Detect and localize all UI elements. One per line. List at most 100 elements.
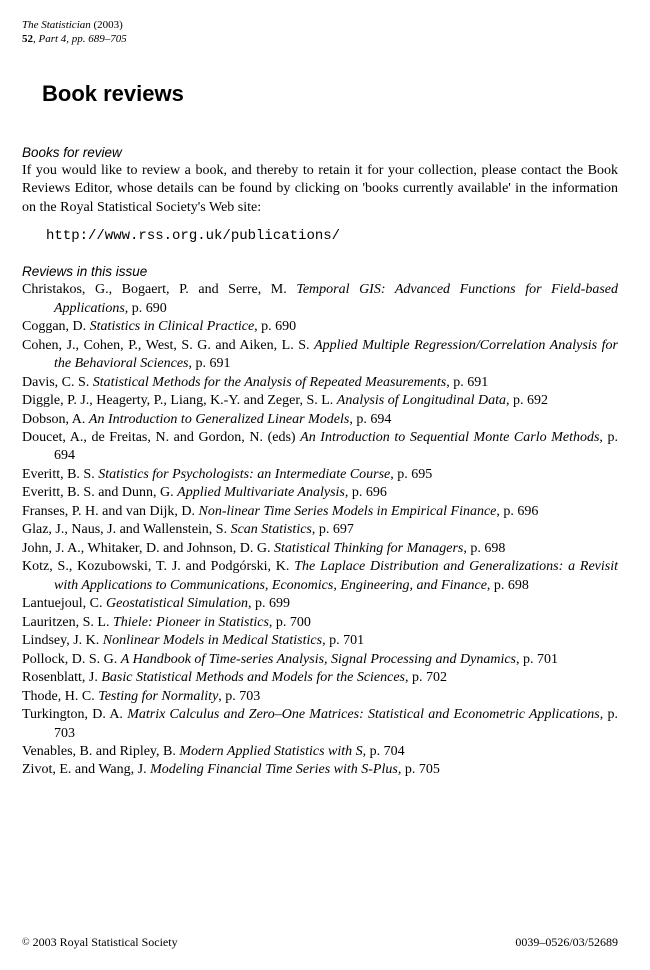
reviews-list: Christakos, G., Bogaert, P. and Serre, M… (22, 281, 618, 780)
review-page: , p. 702 (405, 670, 447, 685)
review-authors: Dobson, A. (22, 412, 89, 427)
review-page: , p. 701 (322, 633, 364, 648)
review-authors: Cohen, J., Cohen, P., West, S. G. and Ai… (22, 338, 314, 353)
review-entry: Lindsey, J. K. Nonlinear Models in Medic… (22, 632, 618, 650)
copyright-label: 2003 Royal Statistical Society (30, 935, 178, 949)
review-title: Nonlinear Models in Medical Statistics (103, 633, 322, 648)
review-authors: Lindsey, J. K. (22, 633, 103, 648)
review-title: Basic Statistical Methods and Models for… (101, 670, 405, 685)
review-entry: Everitt, B. S. Statistics for Psychologi… (22, 466, 618, 484)
review-title: Matrix Calculus and Zero–One Matrices: S… (127, 707, 600, 722)
review-page: , p. 698 (463, 541, 505, 556)
review-title: Statistics for Psychologists: an Interme… (98, 467, 390, 482)
review-page: , p. 695 (390, 467, 432, 482)
review-page: , p. 691 (189, 356, 231, 371)
review-page: , p. 692 (506, 393, 548, 408)
issn-text: 0039–0526/03/52689 (515, 935, 618, 950)
review-page: , p. 690 (125, 301, 167, 316)
journal-header: The Statistician (2003) 52, Part 4, pp. … (22, 18, 618, 47)
review-entry: Coggan, D. Statistics in Clinical Practi… (22, 318, 618, 336)
review-authors: Davis, C. S. (22, 375, 93, 390)
review-authors: Venables, B. and Ripley, B. (22, 744, 179, 759)
review-title: Thiele: Pioneer in Statistics (113, 615, 269, 630)
copyright-icon: © (22, 937, 30, 948)
review-entry: Cohen, J., Cohen, P., West, S. G. and Ai… (22, 337, 618, 374)
review-authors: Lantuejoul, C. (22, 596, 106, 611)
reviews-section: Reviews in this issue Christakos, G., Bo… (22, 264, 618, 780)
review-title: A Handbook of Time-series Analysis, Sign… (121, 652, 516, 667)
review-authors: Thode, H. C. (22, 689, 98, 704)
review-entry: Zivot, E. and Wang, J. Modeling Financia… (22, 761, 618, 779)
review-entry: Rosenblatt, J. Basic Statistical Methods… (22, 669, 618, 687)
review-authors: Franses, P. H. and van Dijk, D. (22, 504, 199, 519)
review-entry: Glaz, J., Naus, J. and Wallenstein, S. S… (22, 521, 618, 539)
review-title: Statistical Methods for the Analysis of … (93, 375, 446, 390)
review-title: Modern Applied Statistics with S (179, 744, 362, 759)
review-page: , p. 699 (248, 596, 290, 611)
review-title: Analysis of Longitudinal Data (337, 393, 506, 408)
books-for-review-heading: Books for review (22, 145, 618, 160)
review-authors: Kotz, S., Kozubowski, T. J. and Podgórsk… (22, 559, 294, 574)
review-authors: Pollock, D. S. G. (22, 652, 121, 667)
review-page: , p. 696 (345, 485, 387, 500)
review-authors: Doucet, A., de Freitas, N. and Gordon, N… (22, 430, 300, 445)
review-entry: Kotz, S., Kozubowski, T. J. and Podgórsk… (22, 558, 618, 595)
review-authors: Diggle, P. J., Heagerty, P., Liang, K.-Y… (22, 393, 337, 408)
review-title: Geostatistical Simulation (106, 596, 248, 611)
review-entry: Christakos, G., Bogaert, P. and Serre, M… (22, 281, 618, 318)
review-page: , p. 691 (446, 375, 488, 390)
page-title: Book reviews (42, 81, 618, 107)
review-authors: Glaz, J., Naus, J. and Wallenstein, S. (22, 522, 231, 537)
review-page: , p. 697 (312, 522, 354, 537)
review-entry: Diggle, P. J., Heagerty, P., Liang, K.-Y… (22, 392, 618, 410)
review-page: , p. 694 (349, 412, 391, 427)
review-page: , p. 700 (269, 615, 311, 630)
copyright-text: © 2003 Royal Statistical Society (22, 935, 178, 950)
review-entry: Lantuejoul, C. Geostatistical Simulation… (22, 595, 618, 613)
reviews-heading: Reviews in this issue (22, 264, 618, 279)
review-page: , p. 703 (218, 689, 260, 704)
review-authors: Everitt, B. S. (22, 467, 98, 482)
review-entry: Doucet, A., de Freitas, N. and Gordon, N… (22, 429, 618, 466)
review-entry: Everitt, B. S. and Dunn, G. Applied Mult… (22, 484, 618, 502)
review-page: , p. 701 (516, 652, 558, 667)
journal-issue-info: , Part 4, pp. 689–705 (33, 33, 127, 45)
review-authors: Turkington, D. A. (22, 707, 127, 722)
review-authors: Lauritzen, S. L. (22, 615, 113, 630)
review-title: Statistics in Clinical Practice (90, 319, 254, 334)
review-title: An Introduction to Generalized Linear Mo… (89, 412, 349, 427)
journal-volume: 52 (22, 33, 33, 45)
journal-issue-line: 52, Part 4, pp. 689–705 (22, 32, 618, 46)
review-entry: Venables, B. and Ripley, B. Modern Appli… (22, 743, 618, 761)
review-page: , p. 705 (398, 762, 440, 777)
review-authors: Zivot, E. and Wang, J. (22, 762, 150, 777)
books-for-review-section: Books for review If you would like to re… (22, 145, 618, 245)
books-for-review-paragraph: If you would like to review a book, and … (22, 162, 618, 219)
review-entry: Dobson, A. An Introduction to Generalize… (22, 411, 618, 429)
review-page: , p. 704 (363, 744, 405, 759)
review-entry: Davis, C. S. Statistical Methods for the… (22, 374, 618, 392)
publications-url: http://www.rss.org.uk/publications/ (46, 228, 618, 244)
journal-name-line: The Statistician (2003) (22, 18, 618, 32)
review-entry: Lauritzen, S. L. Thiele: Pioneer in Stat… (22, 614, 618, 632)
review-authors: Christakos, G., Bogaert, P. and Serre, M… (22, 282, 296, 297)
review-title: An Introduction to Sequential Monte Carl… (300, 430, 599, 445)
review-entry: Turkington, D. A. Matrix Calculus and Ze… (22, 706, 618, 743)
review-title: Applied Multivariate Analysis (177, 485, 345, 500)
review-authors: Rosenblatt, J. (22, 670, 101, 685)
review-authors: Everitt, B. S. and Dunn, G. (22, 485, 177, 500)
review-title: Non-linear Time Series Models in Empiric… (199, 504, 497, 519)
review-title: Statistical Thinking for Managers (274, 541, 463, 556)
review-page: , p. 698 (487, 578, 529, 593)
review-authors: John, J. A., Whitaker, D. and Johnson, D… (22, 541, 274, 556)
review-title: Modeling Financial Time Series with S-Pl… (150, 762, 398, 777)
review-page: , p. 690 (254, 319, 296, 334)
review-entry: Thode, H. C. Testing for Normality, p. 7… (22, 688, 618, 706)
page-footer: © 2003 Royal Statistical Society 0039–05… (22, 935, 618, 950)
review-page: , p. 696 (496, 504, 538, 519)
review-entry: Franses, P. H. and van Dijk, D. Non-line… (22, 503, 618, 521)
journal-year: (2003) (94, 19, 123, 31)
review-title: Scan Statistics (231, 522, 312, 537)
review-entry: Pollock, D. S. G. A Handbook of Time-ser… (22, 651, 618, 669)
review-entry: John, J. A., Whitaker, D. and Johnson, D… (22, 540, 618, 558)
